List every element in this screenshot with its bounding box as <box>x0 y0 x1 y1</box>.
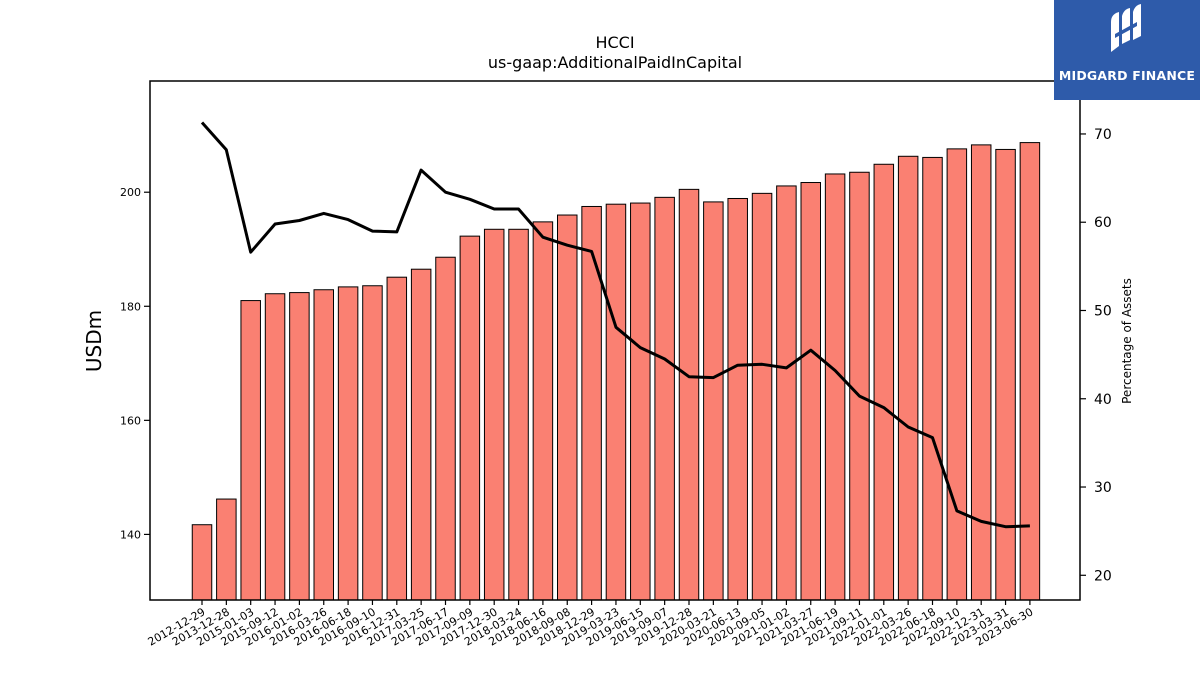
bar <box>630 202 651 601</box>
logo-mark-icon <box>1111 4 1141 52</box>
bars-layer <box>191 142 1041 601</box>
y2-tick-label: 70 <box>1094 127 1112 143</box>
bar <box>216 498 237 601</box>
bar <box>970 144 992 601</box>
y-tick-label: 200 <box>120 186 141 199</box>
line-layer <box>200 121 1030 529</box>
bar <box>532 221 554 601</box>
bar <box>946 148 968 601</box>
bar <box>1019 142 1041 601</box>
bar <box>800 182 821 601</box>
bar <box>191 524 213 601</box>
y-axis-left: 140 160 180 200 <box>120 186 150 541</box>
y2-tick-label: 20 <box>1094 568 1112 584</box>
bar <box>727 197 748 601</box>
chart-subtitle: us-gaap:AdditionalPaidInCapital <box>488 53 742 72</box>
bar <box>703 201 724 601</box>
bar <box>776 185 797 601</box>
bar <box>337 286 359 601</box>
series-line <box>200 121 1030 529</box>
logo-text: MIDGARD FINANCE <box>1058 68 1196 83</box>
bar <box>240 300 261 601</box>
bar <box>483 228 505 601</box>
y-tick-label: 140 <box>120 528 141 541</box>
bar <box>605 203 627 601</box>
y-tick-label: 160 <box>120 414 141 427</box>
bar <box>435 256 456 601</box>
logo: MIDGARD FINANCE <box>1054 0 1200 100</box>
bar <box>362 285 383 601</box>
bar <box>410 268 432 601</box>
bar <box>581 205 602 601</box>
y2-tick-label: 40 <box>1094 392 1112 408</box>
bar <box>289 292 310 601</box>
y2-tick-label: 60 <box>1094 215 1112 231</box>
bar <box>386 276 408 601</box>
y-axis-right: 20 30 40 50 60 70 <box>1080 127 1112 584</box>
bar <box>313 289 334 601</box>
bar <box>897 155 919 601</box>
bar <box>873 163 895 601</box>
x-axis: 2012-12-292013-12-282015-01-032015-09-12… <box>146 600 1035 649</box>
bar <box>751 192 773 601</box>
bar <box>654 196 675 601</box>
bar <box>678 188 700 601</box>
bar <box>557 214 578 601</box>
chart-title: HCCI <box>595 33 634 52</box>
bar <box>922 156 943 601</box>
y2-tick-label: 50 <box>1094 303 1112 319</box>
bar <box>459 235 481 601</box>
bar <box>824 173 846 601</box>
bar <box>849 171 870 601</box>
y-tick-label: 180 <box>120 300 141 313</box>
y2-axis-label: Percentage of Assets <box>1120 278 1134 404</box>
y2-tick-label: 30 <box>1094 480 1112 496</box>
y-axis-label: USDm <box>82 310 106 372</box>
bar <box>508 228 529 601</box>
bar <box>264 293 286 601</box>
plot-frame <box>149 80 1081 601</box>
bar <box>995 148 1016 601</box>
